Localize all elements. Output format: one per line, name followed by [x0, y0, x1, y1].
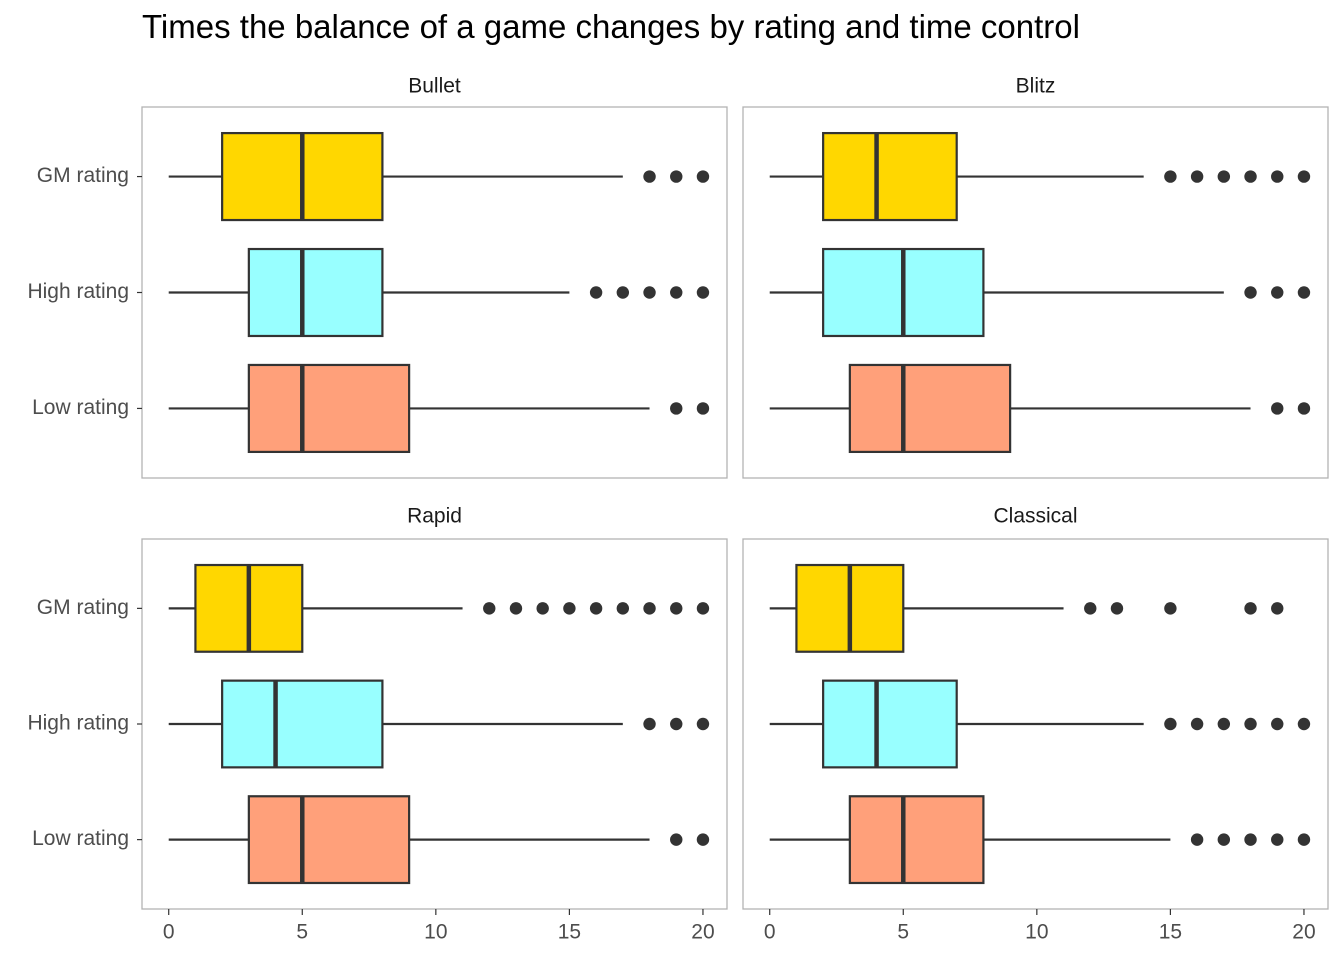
outlier-point [670, 602, 683, 615]
box-iqr [822, 131, 958, 222]
x-tick-label: 10 [1025, 921, 1048, 944]
outlier-point [1190, 833, 1204, 846]
strip-label-blitz: Blitz [1016, 75, 1056, 98]
x-tick-label: 0 [163, 921, 175, 944]
outlier-point [1244, 602, 1257, 615]
box-iqr [247, 247, 384, 338]
strip-label-classical: Classical [993, 505, 1077, 528]
x-tick-label: 20 [691, 921, 714, 944]
outlier-point [1271, 602, 1284, 615]
x-tick-label: 15 [1159, 921, 1182, 944]
outlier-point [563, 602, 576, 615]
category-label-high-rating: High rating [27, 280, 129, 303]
category-label-gm-rating: GM rating [37, 164, 129, 187]
outlier-point [643, 170, 656, 183]
outlier-point [1164, 170, 1177, 183]
outlier-point [696, 717, 710, 731]
outlier-point [643, 602, 656, 615]
strip-label-rapid: Rapid [407, 505, 462, 528]
box-bullet-low-rating [168, 363, 710, 454]
outlier-point [696, 602, 710, 615]
facet-blitz: Blitz [742, 75, 1329, 479]
x-tick-label: 10 [424, 921, 447, 944]
box-iqr [247, 363, 411, 454]
chart-title: Times the balance of a game changes by r… [142, 8, 1080, 45]
outlier-point [1297, 833, 1311, 846]
outlier-point [1110, 602, 1124, 615]
box-iqr [848, 363, 1012, 454]
outlier-point [1297, 717, 1311, 731]
box-iqr [247, 795, 411, 885]
outlier-point [643, 286, 656, 299]
box-blitz-high-rating [769, 247, 1311, 338]
outlier-point [1271, 286, 1284, 299]
outlier-point [616, 286, 630, 299]
outlier-point [1297, 286, 1311, 299]
box-bullet-high-rating [168, 247, 710, 338]
outlier-point [670, 402, 683, 415]
outlier-point [509, 602, 523, 615]
outlier-point [696, 286, 710, 299]
outlier-point [1244, 170, 1257, 183]
category-label-gm-rating: GM rating [37, 596, 129, 619]
category-label-low-rating: Low rating [32, 827, 129, 850]
category-label-low-rating: Low rating [32, 396, 129, 419]
outlier-point [1244, 286, 1257, 299]
outlier-point [1084, 602, 1097, 615]
outlier-point [483, 602, 496, 615]
outlier-point [1217, 833, 1231, 846]
box-blitz-gm-rating [769, 131, 1311, 222]
panel-border [742, 538, 1329, 910]
facet-rapid: Rapid GM rating High rating Low rating 0 5 10 1… [27, 505, 728, 944]
outlier-point [1297, 170, 1311, 183]
facet-classical: Classical 0 5 10 15 20 [742, 505, 1329, 944]
outlier-point [670, 286, 683, 299]
box-blitz-low-rating [769, 363, 1311, 454]
outlier-point [1271, 833, 1284, 846]
outlier-point [1190, 170, 1204, 183]
facet-bullet: Bullet GM rating High rating Low rating [27, 75, 728, 479]
outlier-point [1271, 717, 1284, 731]
x-tick-label: 15 [558, 921, 581, 944]
x-tick-label: 0 [764, 921, 776, 944]
outlier-point [1164, 717, 1177, 731]
outlier-point [643, 717, 656, 731]
outlier-point [1217, 170, 1231, 183]
outlier-point [589, 286, 603, 299]
outlier-point [589, 602, 603, 615]
x-tick-label: 20 [1292, 921, 1315, 944]
category-label-high-rating: High rating [27, 712, 129, 735]
box-rapid-gm-rating [168, 563, 710, 653]
box-bullet-gm-rating [168, 131, 710, 222]
outlier-point [536, 602, 549, 615]
outlier-point [1271, 170, 1284, 183]
box-iqr [221, 679, 384, 769]
box-classical-gm-rating [769, 563, 1284, 653]
outlier-point [1244, 717, 1257, 731]
outlier-point [696, 170, 710, 183]
box-rapid-low-rating [168, 795, 710, 885]
strip-label-bullet: Bullet [408, 75, 461, 98]
outlier-point [1217, 717, 1231, 731]
box-iqr [822, 679, 958, 769]
box-classical-high-rating [769, 679, 1311, 769]
box-rapid-high-rating [168, 679, 710, 769]
box-classical-low-rating [769, 795, 1311, 885]
outlier-point [1271, 402, 1284, 415]
outlier-point [1297, 402, 1311, 415]
panel-border [742, 106, 1329, 479]
x-tick-label: 5 [296, 921, 308, 944]
outlier-point [696, 402, 710, 415]
x-tick-label: 5 [897, 921, 909, 944]
outlier-point [1244, 833, 1257, 846]
outlier-point [1190, 717, 1204, 731]
outlier-point [696, 833, 710, 846]
outlier-point [670, 170, 683, 183]
box-iqr [848, 795, 985, 885]
outlier-point [670, 833, 683, 846]
outlier-point [616, 602, 630, 615]
outlier-point [670, 717, 683, 731]
outlier-point [1164, 602, 1177, 615]
